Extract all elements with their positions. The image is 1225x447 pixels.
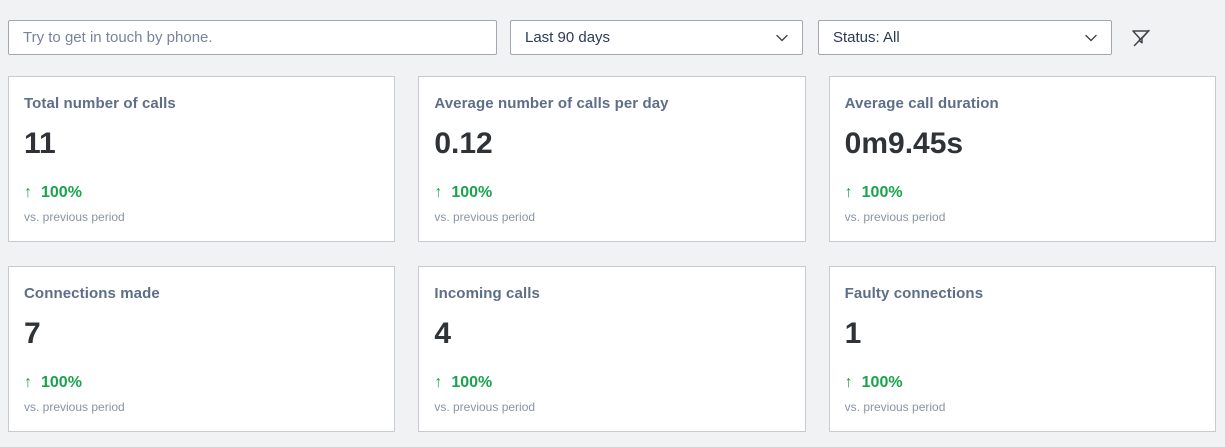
arrow-up-icon: ↑ (24, 374, 32, 391)
trend-value: 100% (451, 374, 493, 391)
trend-indicator: ↑ 100% (845, 374, 1199, 392)
date-range-value: Last 90 days (525, 29, 611, 46)
stat-card-incoming-calls: Incoming calls 4 ↑ 100% vs. previous per… (418, 266, 806, 432)
comparison-label: vs. previous period (844, 400, 946, 414)
arrow-up-icon: ↑ (844, 374, 853, 391)
comparison-label: vs. previous period (434, 400, 536, 414)
card-title: Incoming calls (434, 285, 540, 302)
comparison-label: vs. previous period (24, 210, 125, 224)
comparison-label: vs. previous period (844, 210, 946, 224)
trend-indicator: ↑ 100% (24, 184, 378, 202)
arrow-up-icon: ↑ (434, 374, 443, 391)
trend-value: 100% (41, 374, 82, 391)
card-value: 0.12 (434, 127, 493, 160)
trend-indicator: ↑ 100% (434, 184, 788, 202)
filter-off-icon (1129, 26, 1153, 50)
stat-card-avg-calls-per-day: Average number of calls per day 0.12 ↑ 1… (418, 76, 806, 242)
status-value: Status: All (833, 29, 900, 46)
trend-value: 100% (451, 184, 493, 201)
stat-card-connections-made: Connections made 7 ↑ 100% vs. previous p… (8, 266, 396, 432)
card-value: 4 (434, 317, 452, 350)
chevron-down-icon (774, 30, 790, 46)
comparison-label: vs. previous period (434, 210, 536, 224)
stat-card-faulty-connections: Faulty connections 1 ↑ 100% vs. previous… (828, 266, 1216, 432)
filter-bar: Last 90 days Status: All (0, 0, 1225, 55)
card-value: 0m9.45s (844, 127, 964, 160)
card-value: 7 (24, 317, 41, 350)
stat-card-avg-call-duration: Average call duration 0m9.45s ↑ 100% vs.… (828, 76, 1216, 242)
card-title: Total number of calls (24, 95, 176, 112)
trend-indicator: ↑ 100% (845, 184, 1199, 202)
arrow-up-icon: ↑ (24, 184, 32, 201)
trend-value: 100% (861, 374, 903, 391)
search-input[interactable] (8, 20, 497, 55)
card-value: 11 (24, 127, 56, 160)
trend-value: 100% (861, 184, 903, 201)
card-title: Connections made (24, 285, 160, 302)
clear-filters-button[interactable] (1128, 25, 1154, 51)
card-value: 1 (844, 317, 862, 350)
stats-grid: Total number of calls 11 ↑ 100% vs. prev… (0, 55, 1225, 432)
trend-value: 100% (41, 184, 82, 201)
comparison-label: vs. previous period (24, 400, 125, 414)
card-title: Average call duration (844, 95, 999, 112)
chevron-down-icon (1083, 30, 1099, 46)
arrow-up-icon: ↑ (434, 184, 443, 201)
status-dropdown[interactable]: Status: All (818, 20, 1112, 55)
date-range-dropdown[interactable]: Last 90 days (510, 20, 803, 55)
trend-indicator: ↑ 100% (434, 374, 788, 392)
arrow-up-icon: ↑ (844, 184, 853, 201)
card-title: Faulty connections (844, 285, 984, 302)
trend-indicator: ↑ 100% (24, 374, 378, 392)
stat-card-total-calls: Total number of calls 11 ↑ 100% vs. prev… (8, 76, 396, 242)
card-title: Average number of calls per day (434, 95, 669, 112)
